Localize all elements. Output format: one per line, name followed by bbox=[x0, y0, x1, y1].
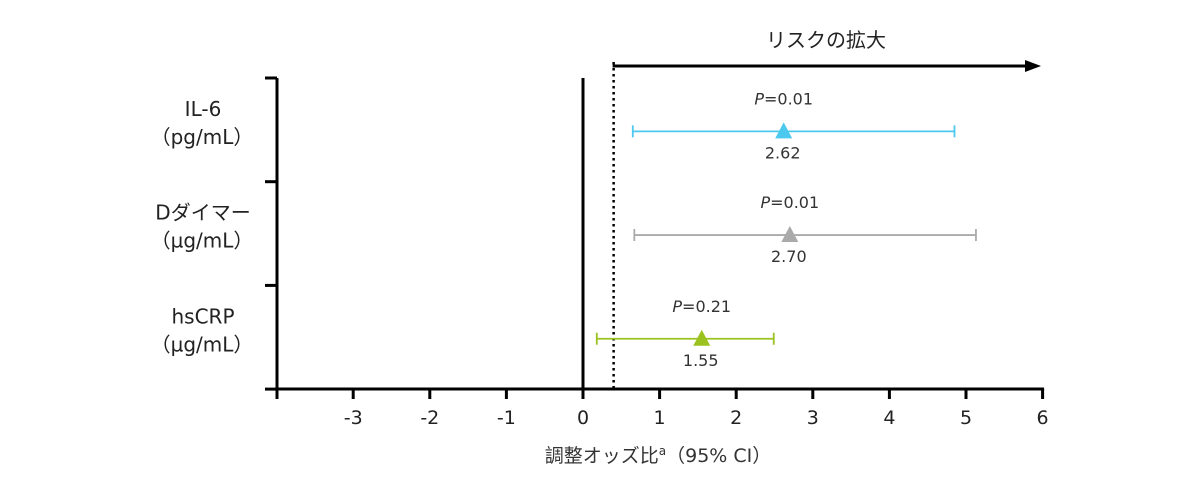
risk-label: リスクの拡大 bbox=[766, 28, 886, 52]
x-tick-label: 1 bbox=[654, 407, 666, 429]
row-label: hsCRP bbox=[171, 304, 234, 328]
row-unit-label: （µg/mL） bbox=[151, 332, 254, 356]
x-tick-label: -1 bbox=[497, 407, 516, 429]
x-tick-label: 4 bbox=[883, 407, 895, 429]
x-tick-label: 2 bbox=[730, 407, 742, 429]
x-axis-label: 調整オッズ比a（95% CI） bbox=[545, 444, 772, 467]
risk-arrow: リスクの拡大 bbox=[612, 28, 1041, 72]
p-symbol: P bbox=[672, 297, 682, 316]
point-estimate-marker bbox=[781, 226, 799, 243]
x-tick-label: 3 bbox=[807, 407, 819, 429]
row-label: Dダイマー bbox=[155, 201, 250, 225]
p-value-label: P=0.01 bbox=[754, 89, 813, 108]
point-estimate-marker bbox=[693, 329, 711, 346]
x-axis-label-superscript: a bbox=[659, 444, 666, 458]
row-label: IL-6 bbox=[185, 97, 222, 121]
p-value: =0.01 bbox=[764, 89, 813, 108]
x-axis-label-suffix: （95% CI） bbox=[666, 445, 771, 467]
point-estimate-label: 2.62 bbox=[765, 143, 801, 162]
p-symbol: P bbox=[754, 89, 764, 108]
x-axis-label-main: 調整オッズ比 bbox=[545, 445, 659, 467]
p-value-label: P=0.01 bbox=[760, 193, 819, 212]
p-symbol: P bbox=[760, 193, 770, 212]
row-unit-label: （pg/mL） bbox=[151, 125, 254, 149]
plot-rows: IL-6（pg/mL）P=0.012.62Dダイマー（µg/mL）P=0.012… bbox=[151, 89, 977, 370]
x-tick-label: -3 bbox=[344, 407, 363, 429]
point-estimate-marker bbox=[775, 122, 793, 139]
row-unit-label: （µg/mL） bbox=[151, 229, 254, 253]
p-value: =0.01 bbox=[770, 193, 819, 212]
x-tick-label: 6 bbox=[1037, 407, 1049, 429]
x-tick-label: 0 bbox=[577, 407, 589, 429]
p-value: =0.21 bbox=[682, 297, 731, 316]
point-estimate-label: 2.70 bbox=[771, 247, 807, 266]
x-tick-label: 5 bbox=[960, 407, 972, 429]
point-estimate-label: 1.55 bbox=[683, 351, 719, 370]
p-value-label: P=0.21 bbox=[672, 297, 731, 316]
risk-arrow-head bbox=[1025, 60, 1041, 72]
axes: -3 -2 -1 0 1 2 3 4 5 6 bbox=[265, 62, 1049, 429]
x-tick-label: -2 bbox=[420, 407, 439, 429]
